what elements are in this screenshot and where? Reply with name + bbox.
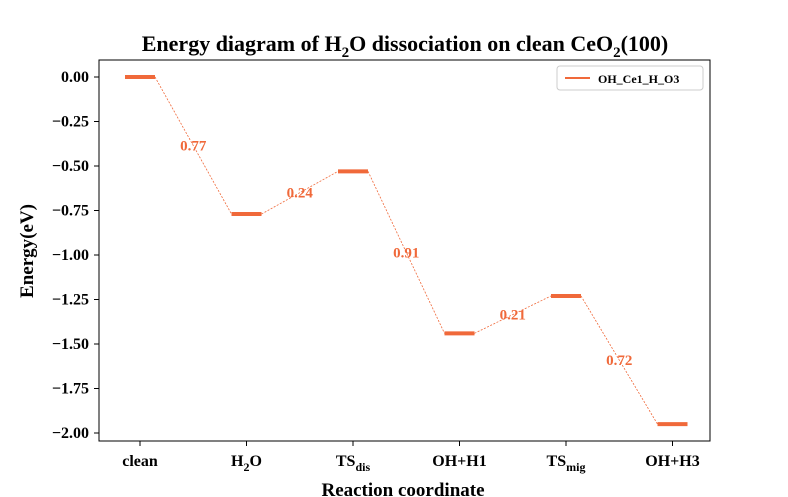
plot-frame <box>98 59 711 442</box>
connector-line <box>154 76 232 215</box>
barrier-labels: 0.77 0.24 0.91 0.21 0.72 <box>180 139 632 369</box>
y-tick-label: −0.25 <box>52 114 89 131</box>
connector-line <box>261 170 339 215</box>
title-part: O dissociation on clean CeO <box>349 31 613 56</box>
legend-box <box>556 65 704 91</box>
x-axis-label: Reaction coordinate <box>321 480 484 497</box>
energy-levels <box>125 75 688 427</box>
connector-line <box>367 171 445 334</box>
x-tick-label: OH+H3 <box>645 453 699 470</box>
legend-label: OH_Ce1_H_O3 <box>598 72 679 86</box>
y-axis: 0.00 −0.25 −0.50 −0.75 −1.00 −1.25 −1.50 −1.75 −… <box>52 69 99 442</box>
connector-line <box>474 295 552 334</box>
y-tick-label: −0.50 <box>52 158 89 175</box>
y-tick-label: 0.00 <box>61 69 89 86</box>
barrier-label: 0.91 <box>393 245 419 261</box>
y-axis-label: Energy(eV) <box>17 204 38 298</box>
y-tick-label: −1.75 <box>52 381 89 398</box>
title-subscript: 2 <box>342 45 350 61</box>
barrier-label: 0.77 <box>180 139 207 155</box>
connector-line <box>580 295 658 425</box>
title-subscript: 2 <box>613 45 621 61</box>
x-tick-label: OH+H1 <box>432 453 486 470</box>
x-tick-label: clean <box>122 453 158 470</box>
barrier-label: 0.24 <box>287 186 314 202</box>
barrier-label: 0.72 <box>606 353 632 369</box>
connector-lines <box>154 76 658 425</box>
title-part: (100) <box>621 31 669 56</box>
y-tick-label: −1.00 <box>52 247 89 264</box>
y-tick-label: −1.25 <box>52 292 89 309</box>
x-axis: clean H2O TSdis OH+H1 TSmig OH+H3 <box>122 441 700 474</box>
barrier-label: 0.21 <box>500 308 526 324</box>
y-tick-label: −0.75 <box>52 203 89 220</box>
x-tick-label: H2O <box>231 453 262 474</box>
chart-title: Energy diagram of H2O dissociation on cl… <box>142 31 669 61</box>
title-part: Energy diagram of H <box>142 31 342 56</box>
y-tick-label: −1.50 <box>52 336 89 353</box>
x-tick-label: TSmig <box>547 453 586 474</box>
legend: OH_Ce1_H_O3 <box>556 65 704 91</box>
y-tick-label: −2.00 <box>52 425 89 442</box>
x-tick-label: TSdis <box>336 453 371 474</box>
